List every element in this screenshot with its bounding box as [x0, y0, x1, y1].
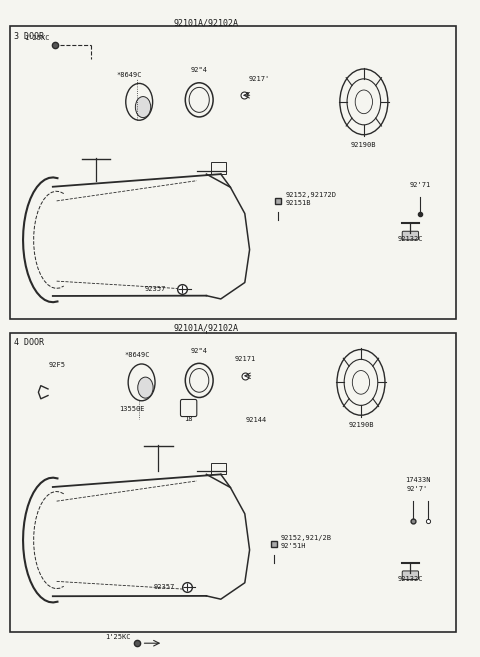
Text: 92190B: 92190B	[351, 141, 377, 148]
Text: 92'7': 92'7'	[407, 486, 428, 493]
Text: 4 DOOR: 4 DOOR	[14, 338, 44, 348]
Text: 92152,92172D: 92152,92172D	[286, 192, 336, 198]
Text: 92144: 92144	[246, 417, 267, 423]
Text: 92152,921/2B: 92152,921/2B	[281, 535, 332, 541]
Text: 92'71: 92'71	[409, 182, 431, 189]
Text: 92'51H: 92'51H	[281, 543, 306, 549]
Text: 92357: 92357	[154, 584, 175, 591]
FancyBboxPatch shape	[402, 231, 419, 240]
Text: 92132C: 92132C	[397, 576, 423, 582]
Text: 3 DOOR: 3 DOOR	[14, 32, 44, 41]
Text: *8649C: *8649C	[124, 352, 150, 359]
Text: *8649C: *8649C	[117, 72, 143, 78]
Text: 1'25KC: 1'25KC	[24, 35, 49, 41]
Text: 92357: 92357	[144, 286, 166, 292]
Text: 92171: 92171	[234, 356, 255, 363]
Circle shape	[135, 97, 151, 118]
Text: 13550E: 13550E	[119, 405, 145, 412]
Bar	[211, 162, 226, 174]
Text: 17433N: 17433N	[405, 477, 431, 484]
Text: 18: 18	[184, 416, 193, 422]
Bar	[211, 463, 226, 474]
Text: 92"4: 92"4	[191, 348, 208, 354]
Text: 92151B: 92151B	[286, 200, 311, 206]
Text: 1'25KC: 1'25KC	[106, 634, 131, 640]
Text: 92F5: 92F5	[49, 362, 66, 369]
Circle shape	[138, 377, 153, 398]
Text: 92190B: 92190B	[348, 422, 374, 428]
Bar	[10, 333, 456, 632]
Text: 92"4: 92"4	[191, 67, 208, 74]
Bar	[10, 26, 456, 319]
FancyBboxPatch shape	[402, 571, 419, 579]
Text: 92101A/92102A: 92101A/92102A	[174, 323, 239, 332]
Text: 92101A/92102A: 92101A/92102A	[174, 18, 239, 28]
Text: 92132C: 92132C	[397, 236, 423, 242]
Text: 9217': 9217'	[249, 76, 270, 82]
